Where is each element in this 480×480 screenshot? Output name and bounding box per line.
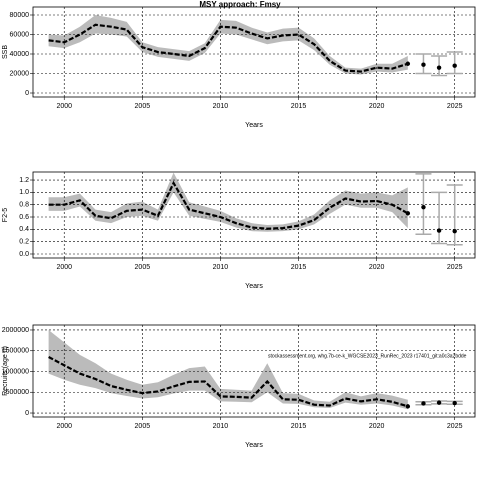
confidence-band [48, 14, 408, 75]
x-tick-label: 2025 [447, 264, 463, 271]
y-tick-label: 1000000 [2, 368, 29, 375]
last-point [405, 61, 411, 66]
y-tick-label: 1.0 [19, 189, 29, 196]
x-tick-label: 2010 [213, 264, 229, 271]
x-tick-label: 2020 [369, 264, 385, 271]
estimate-line [48, 23, 409, 73]
y-tick-label: 0.6 [19, 214, 29, 221]
plot-frame [32, 324, 476, 418]
x-tick-label: 2015 [291, 264, 307, 271]
estimate-line [48, 180, 409, 230]
y-tick-label: 0 [25, 90, 29, 97]
forecast-point [452, 400, 457, 406]
x-tick-label: 2015 [291, 103, 307, 110]
estimate-line [48, 355, 409, 408]
x-tick-label: 2020 [369, 103, 385, 110]
forecast-point [421, 62, 426, 67]
y-tick-label: 2000000 [2, 327, 29, 334]
y-tick-label: 20000 [10, 70, 30, 77]
y-tick-label: 0.2 [19, 239, 29, 246]
y-tick-label: 40000 [10, 51, 30, 58]
y-tick-label: 1500000 [2, 348, 29, 355]
y-axis-label: SSB [2, 45, 9, 59]
confidence-band [48, 172, 408, 232]
y-tick-label: 80000 [10, 12, 30, 19]
x-axis-label: Years [245, 283, 263, 290]
x-axis-label: Years [245, 442, 263, 449]
x-tick-label: 2025 [447, 103, 463, 110]
x-tick-label: 2010 [213, 423, 229, 430]
chart-title: MSY approach: Fmsy [199, 0, 281, 9]
x-tick-label: 2005 [135, 103, 151, 110]
x-tick-label: 2020 [369, 423, 385, 430]
x-axis-label: Years [245, 122, 263, 129]
forecast-point [421, 401, 426, 406]
y-axis-label: Recruits (age 0) [2, 346, 9, 396]
x-tick-label: 2025 [447, 423, 463, 430]
annotation: stockassessment.org, whg.7b-ce-k_WGCSE20… [268, 353, 467, 359]
y-tick-label: 1.2 [19, 177, 29, 184]
y-tick-label: 0.4 [19, 226, 29, 233]
y-tick-label: 0 [25, 410, 29, 417]
forecast-point [452, 228, 457, 234]
x-tick-label: 2015 [291, 423, 307, 430]
x-tick-label: 2000 [56, 264, 72, 271]
forecast-point [421, 204, 426, 210]
forecast-point [436, 228, 442, 233]
x-tick-label: 2000 [56, 103, 72, 110]
plot-frame [32, 6, 476, 98]
confidence-band [48, 329, 408, 410]
y-axis-label: F2-5 [2, 208, 9, 223]
y-tick-label: 500000 [6, 389, 29, 396]
forecast-point [452, 63, 457, 68]
last-point [405, 211, 411, 216]
forecast-point [436, 400, 442, 405]
x-tick-label: 2005 [135, 423, 151, 430]
y-tick-label: 0.8 [19, 202, 29, 209]
x-tick-label: 2010 [213, 103, 229, 110]
y-tick-label: 60000 [10, 31, 30, 38]
y-tick-label: 0.0 [19, 251, 29, 258]
last-point [405, 404, 411, 409]
forecast-point [436, 65, 442, 70]
x-tick-label: 2000 [56, 423, 72, 430]
plot-frame [32, 171, 476, 259]
x-tick-label: 2005 [135, 264, 151, 271]
